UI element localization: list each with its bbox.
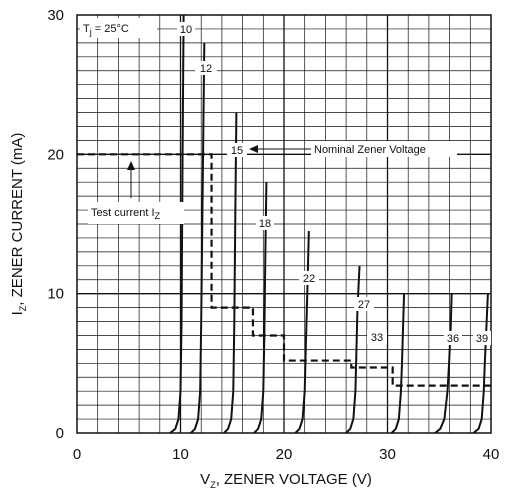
curve-label-36: 36 [447,333,459,345]
up-arrow-icon [127,161,135,170]
y-tick-label: 0 [56,425,64,442]
zener-curve-10 [169,14,185,434]
temp-symbol: T [83,23,90,35]
svg-text:Test current IZ: Test current IZ [91,207,161,221]
svg-text:IZ, ZENER CURRENT (mA): IZ, ZENER CURRENT (mA) [9,133,28,316]
x-tick-label: 40 [483,446,500,463]
curve-label-33: 33 [371,332,383,344]
temp-subscript: j [89,27,92,37]
test-current-subscript: Z [155,211,161,221]
curve-label-12: 12 [200,63,212,75]
zener-curve-22 [294,230,310,434]
test-current-label: Test current I [91,207,155,219]
y-tick-label: 20 [47,146,64,163]
x-tick-label: 10 [172,446,189,463]
curve-labels: 10 12 15 18 22 27 33 36 39 [177,22,491,345]
y-axis-title-symbol: I [9,311,26,315]
nominal-voltage-label: Nominal Zener Voltage [314,144,426,156]
svg-text:VZ, ZENER VOLTAGE (V): VZ, ZENER VOLTAGE (V) [200,471,372,490]
test-current-annotation: Test current IZ [88,161,184,224]
x-axis-title-text: , ZENER VOLTAGE (V) [216,471,372,488]
curve-label-10: 10 [180,24,192,36]
curve-label-18: 18 [259,218,271,230]
y-axis-title-text: , ZENER CURRENT (mA) [9,133,26,306]
zener-curve-36 [434,293,453,434]
temp-value: = 25°C [92,23,129,35]
curve-label-22: 22 [303,273,315,285]
x-axis-title: VZ, ZENER VOLTAGE (V) [200,471,372,490]
curve-label-39: 39 [476,333,488,345]
zener-curves [169,14,489,434]
y-tick-label: 30 [47,7,64,24]
curve-label-15: 15 [231,145,243,157]
x-tick-label: 20 [276,446,293,463]
svg-text:Tj = 25°C: Tj = 25°C [83,23,129,37]
zener-curve-18 [253,182,268,434]
y-axis-title-subscript: Z [18,305,28,311]
zener-curve-15 [223,112,238,434]
temperature-condition: Tj = 25°C [80,18,157,38]
nominal-voltage-annotation: Nominal Zener Voltage [249,141,457,157]
x-axis-title-symbol: V [200,471,210,488]
test-current-line [77,153,491,387]
x-tick-label: 30 [379,446,396,463]
x-axis-title-subscript: Z [210,480,216,490]
x-tick-label: 0 [73,446,81,463]
y-tick-label: 10 [47,286,64,303]
tick-labels: 0 10 20 30 40 0 10 20 30 [47,7,499,463]
left-arrow-icon [249,145,258,153]
plot-frame [76,14,492,434]
y-axis-title: IZ, ZENER CURRENT (mA) [9,133,28,316]
zener-curve-12 [190,42,206,434]
test-current-step-line [77,153,491,387]
zener-curve-33 [390,293,406,434]
zener-curve-39 [472,293,489,434]
curve-label-27: 27 [358,299,370,311]
